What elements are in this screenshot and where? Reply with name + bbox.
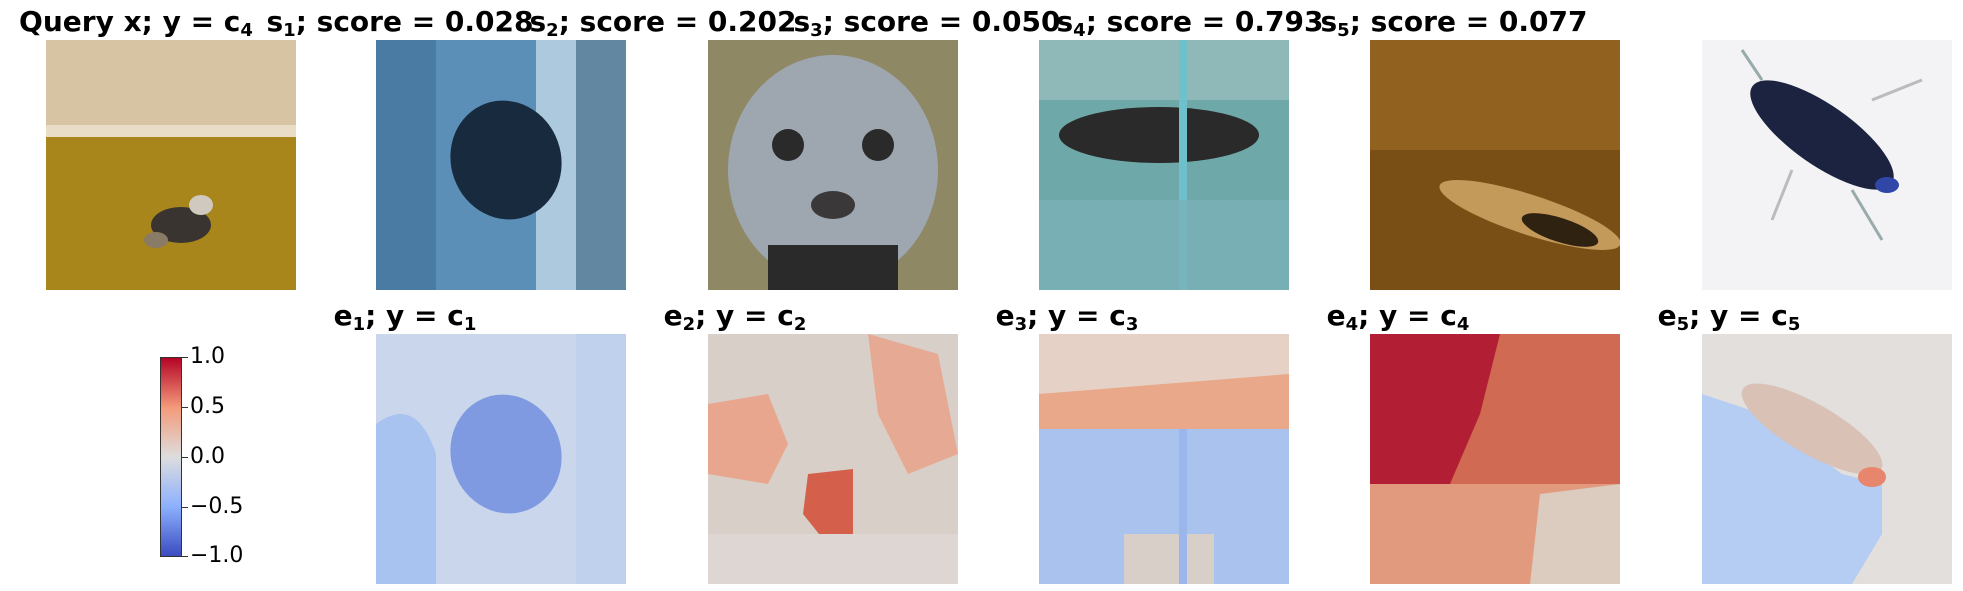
query-image bbox=[46, 40, 296, 290]
query-title: Query x; y = c4 bbox=[19, 5, 253, 41]
support-4-image bbox=[1370, 40, 1620, 290]
support-5-title: s5; score = 0.077 bbox=[1320, 5, 1588, 41]
explanation-3-title: e3; y = c3 bbox=[995, 299, 1139, 335]
explanation-1-heatmap bbox=[376, 334, 626, 584]
explanation-4-heatmap bbox=[1370, 334, 1620, 584]
colorbar-tick-label: 0.0 bbox=[190, 444, 225, 469]
support-3-title: s3; score = 0.050 bbox=[793, 5, 1061, 41]
support-1-title: s1; score = 0.028 bbox=[266, 5, 534, 41]
colorbar-tick-label: −0.5 bbox=[190, 494, 244, 519]
colorbar-tick bbox=[182, 407, 188, 408]
colorbar-tick-label: 0.5 bbox=[190, 394, 225, 419]
colorbar-tick-label: −1.0 bbox=[190, 543, 244, 568]
explanation-2-title: e2; y = c2 bbox=[663, 299, 807, 335]
support-1-image bbox=[376, 40, 626, 290]
support-2-image bbox=[708, 40, 958, 290]
colorbar-tick bbox=[182, 457, 188, 458]
support-5-image bbox=[1702, 40, 1952, 290]
explanation-2-heatmap bbox=[708, 334, 958, 584]
colorbar-tick-label: 1.0 bbox=[190, 344, 225, 369]
colorbar-tick bbox=[182, 507, 188, 508]
explanation-5-heatmap bbox=[1702, 334, 1952, 584]
explanation-4-title: e4; y = c4 bbox=[1326, 299, 1470, 335]
support-4-title: s4; score = 0.793 bbox=[1056, 5, 1324, 41]
colorbar-gradient bbox=[160, 357, 182, 557]
explanation-1-title: e1; y = c1 bbox=[333, 299, 477, 335]
colorbar-tick bbox=[182, 357, 188, 358]
explanation-3-heatmap bbox=[1039, 334, 1289, 584]
support-3-image bbox=[1039, 40, 1289, 290]
colorbar-tick bbox=[182, 556, 188, 557]
support-2-title: s2; score = 0.202 bbox=[529, 5, 797, 41]
explanation-5-title: e5; y = c5 bbox=[1657, 299, 1801, 335]
